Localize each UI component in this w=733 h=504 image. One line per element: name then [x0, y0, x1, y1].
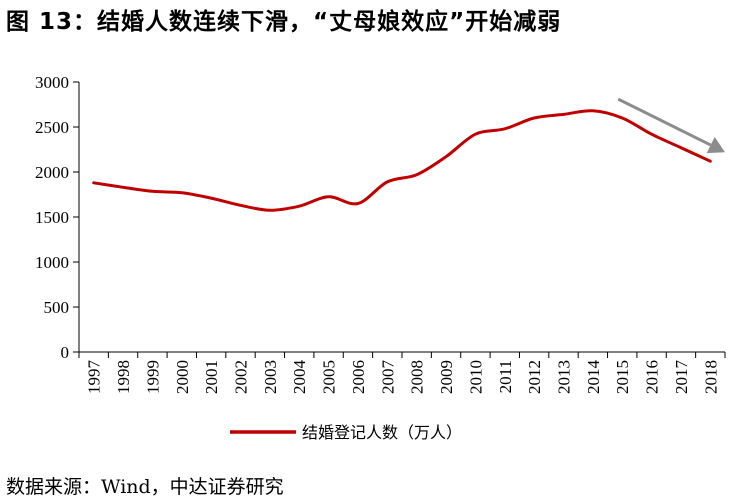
y-tick-label: 3000 [35, 73, 69, 92]
series-line [92, 109, 712, 212]
y-tick-label: 0 [61, 343, 70, 362]
series-layer [92, 109, 712, 212]
x-tick-label: 2011 [496, 360, 515, 393]
x-tick-label: 2016 [643, 360, 662, 394]
x-tick-label: 2007 [378, 360, 397, 395]
source-note: 数据来源：Wind，中达证券研究 [6, 476, 284, 498]
x-tick-label: 2003 [261, 360, 280, 394]
legend-label: 结婚登记人数（万人） [302, 423, 462, 442]
x-tick-label: 2017 [672, 360, 691, 395]
x-tick-label: 1998 [114, 360, 133, 394]
x-tick-label: 1999 [143, 360, 162, 394]
legend: 结婚登记人数（万人） [230, 423, 462, 442]
x-tick-label: 2014 [584, 360, 603, 395]
x-tick-label: 2013 [555, 360, 574, 394]
x-tick-label: 2002 [232, 360, 251, 394]
x-tick-label: 2012 [525, 360, 544, 394]
y-tick-label: 2500 [35, 118, 69, 137]
y-tick-label: 500 [44, 298, 70, 317]
x-tick-label: 2000 [173, 360, 192, 394]
x-tick-label: 1997 [85, 360, 104, 395]
trend-arrow-head [706, 137, 725, 154]
x-tick-label: 2010 [466, 360, 485, 394]
x-tick-label: 2009 [437, 360, 456, 394]
chart-title: 图 13：结婚人数连续下滑，“丈母娘效应”开始减弱 [6, 9, 562, 35]
y-tick-label: 1500 [35, 208, 69, 227]
x-tick-label: 2018 [701, 360, 720, 394]
trend-arrow-shaft [617, 97, 712, 147]
x-tick-label: 2001 [202, 360, 221, 394]
x-axis: 1997 1998 1999 2000 2001 2002 2003 2004 2005 2006… [78, 351, 726, 395]
y-tick-label: 1000 [35, 253, 69, 272]
x-tick-label: 2004 [290, 360, 309, 395]
x-tick-label: 2006 [349, 360, 368, 394]
trend-arrow [617, 97, 725, 154]
x-tick-label: 2015 [613, 360, 632, 394]
line-chart: 0 500 1000 1500 2000 2500 3000 1997 1998 1999 200… [35, 73, 726, 442]
x-tick-label: 2008 [408, 360, 427, 394]
x-tick-label: 2005 [320, 360, 339, 394]
y-axis: 0 500 1000 1500 2000 2500 3000 [35, 73, 80, 362]
y-tick-label: 2000 [35, 163, 69, 182]
